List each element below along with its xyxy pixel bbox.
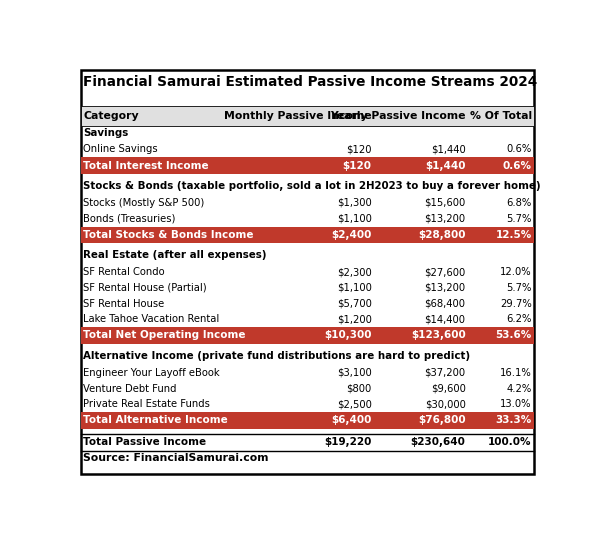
- Text: Online Savings: Online Savings: [83, 145, 158, 154]
- Bar: [80, 412, 535, 429]
- Text: $76,800: $76,800: [418, 415, 466, 426]
- Text: Monthly Passive Income: Monthly Passive Income: [224, 111, 371, 121]
- Text: Total Interest Income: Total Interest Income: [83, 161, 209, 171]
- Text: Total Passive Income: Total Passive Income: [83, 437, 206, 448]
- Text: $13,200: $13,200: [424, 283, 466, 293]
- Text: SF Rental Condo: SF Rental Condo: [83, 267, 165, 277]
- Bar: [80, 226, 535, 243]
- Text: $800: $800: [346, 384, 371, 393]
- Text: $1,440: $1,440: [431, 145, 466, 154]
- Text: Yearly Passive Income: Yearly Passive Income: [330, 111, 466, 121]
- Text: SF Rental House (Partial): SF Rental House (Partial): [83, 283, 207, 293]
- Text: 0.6%: 0.6%: [506, 145, 532, 154]
- Text: 29.7%: 29.7%: [500, 299, 532, 309]
- Text: $2,400: $2,400: [331, 230, 371, 240]
- Bar: [80, 327, 535, 344]
- Text: $3,100: $3,100: [337, 368, 371, 378]
- Text: Lake Tahoe Vacation Rental: Lake Tahoe Vacation Rental: [83, 314, 220, 324]
- Text: 4.2%: 4.2%: [506, 384, 532, 393]
- Text: 0.6%: 0.6%: [503, 161, 532, 171]
- Text: $28,800: $28,800: [418, 230, 466, 240]
- Text: Source: FinancialSamurai.com: Source: FinancialSamurai.com: [83, 453, 269, 463]
- Text: 100.0%: 100.0%: [488, 437, 532, 448]
- Text: $1,100: $1,100: [337, 214, 371, 224]
- Text: $1,440: $1,440: [425, 161, 466, 171]
- Text: $1,300: $1,300: [337, 198, 371, 208]
- Text: Stocks (Mostly S&P 500): Stocks (Mostly S&P 500): [83, 198, 205, 208]
- Text: $120: $120: [346, 145, 371, 154]
- Text: 12.5%: 12.5%: [496, 230, 532, 240]
- Bar: [80, 106, 535, 126]
- Text: Private Real Estate Funds: Private Real Estate Funds: [83, 399, 210, 409]
- Text: $1,100: $1,100: [337, 283, 371, 293]
- Text: 5.7%: 5.7%: [506, 283, 532, 293]
- Text: $6,400: $6,400: [331, 415, 371, 426]
- Text: 12.0%: 12.0%: [500, 267, 532, 277]
- Text: $5,700: $5,700: [337, 299, 371, 309]
- Text: SF Rental House: SF Rental House: [83, 299, 164, 309]
- Text: Total Alternative Income: Total Alternative Income: [83, 415, 228, 426]
- Text: $230,640: $230,640: [411, 437, 466, 448]
- Text: $2,500: $2,500: [337, 399, 371, 409]
- Text: $10,300: $10,300: [324, 330, 371, 341]
- Text: 33.3%: 33.3%: [496, 415, 532, 426]
- Text: % Of Total: % Of Total: [470, 111, 532, 121]
- Text: Savings: Savings: [83, 128, 128, 138]
- Text: 6.2%: 6.2%: [506, 314, 532, 324]
- Text: 5.7%: 5.7%: [506, 214, 532, 224]
- Text: $1,200: $1,200: [337, 314, 371, 324]
- Text: Category: Category: [83, 111, 139, 121]
- Text: $120: $120: [343, 161, 371, 171]
- Text: $2,300: $2,300: [337, 267, 371, 277]
- Bar: [80, 157, 535, 174]
- Text: 13.0%: 13.0%: [500, 399, 532, 409]
- Text: $19,220: $19,220: [324, 437, 371, 448]
- Text: $15,600: $15,600: [424, 198, 466, 208]
- Text: $30,000: $30,000: [425, 399, 466, 409]
- Text: $14,400: $14,400: [425, 314, 466, 324]
- Text: Total Stocks & Bonds Income: Total Stocks & Bonds Income: [83, 230, 254, 240]
- Text: 16.1%: 16.1%: [500, 368, 532, 378]
- Text: Financial Samurai Estimated Passive Income Streams 2024: Financial Samurai Estimated Passive Inco…: [83, 75, 538, 89]
- Text: Venture Debt Fund: Venture Debt Fund: [83, 384, 177, 393]
- Text: 6.8%: 6.8%: [506, 198, 532, 208]
- Text: Bonds (Treasuries): Bonds (Treasuries): [83, 214, 176, 224]
- Text: $13,200: $13,200: [424, 214, 466, 224]
- Text: Stocks & Bonds (taxable portfolio, sold a lot in 2H2023 to buy a forever home): Stocks & Bonds (taxable portfolio, sold …: [83, 181, 541, 191]
- Text: $9,600: $9,600: [431, 384, 466, 393]
- Text: 53.6%: 53.6%: [496, 330, 532, 341]
- Text: $27,600: $27,600: [424, 267, 466, 277]
- Text: $123,600: $123,600: [411, 330, 466, 341]
- Text: Real Estate (after all expenses): Real Estate (after all expenses): [83, 250, 267, 260]
- Text: Alternative Income (private fund distributions are hard to predict): Alternative Income (private fund distrib…: [83, 351, 470, 361]
- Text: Engineer Your Layoff eBook: Engineer Your Layoff eBook: [83, 368, 220, 378]
- Text: $37,200: $37,200: [424, 368, 466, 378]
- Text: $68,400: $68,400: [425, 299, 466, 309]
- Text: Total Net Operating Income: Total Net Operating Income: [83, 330, 246, 341]
